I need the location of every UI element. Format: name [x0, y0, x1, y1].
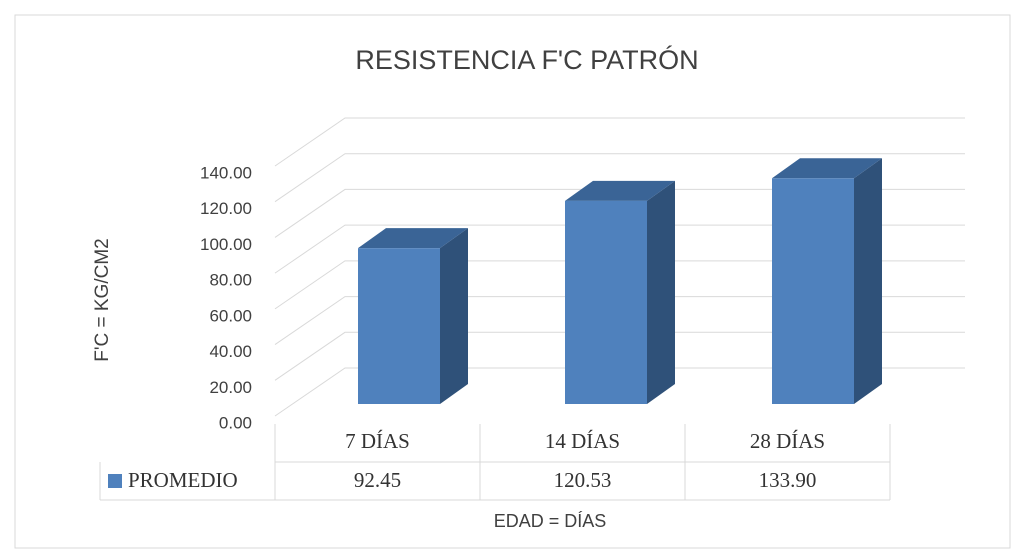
legend-label: PROMEDIO [128, 468, 238, 492]
bar-top [565, 180, 675, 201]
y-axis-label: F'C = KG/CM2 [92, 238, 113, 361]
y-tick-label: 140.00 [200, 163, 252, 182]
bar-side [854, 158, 882, 404]
data-label: 120.53 [554, 468, 612, 492]
bar-side [440, 228, 468, 404]
bar [565, 200, 647, 404]
y-tick-label: 40.00 [209, 342, 252, 361]
data-label: 133.90 [759, 468, 817, 492]
grid-line [274, 153, 965, 203]
grid-line [274, 188, 965, 238]
bar-top [772, 158, 882, 179]
grid-line [274, 331, 965, 381]
y-tick-label: 60.00 [209, 306, 252, 325]
legend-key [108, 474, 122, 488]
x-tick-label: 14 DÍAS [545, 429, 620, 453]
y-tick-label: 100.00 [200, 235, 252, 254]
data-label: 92.45 [354, 468, 401, 492]
x-tick-label: 7 DÍAS [345, 429, 410, 453]
chart-title: RESISTENCIA F'C PATRÓN [355, 44, 698, 75]
bar-top [358, 228, 468, 249]
y-tick-label: 0.00 [219, 413, 252, 432]
grid-line [274, 117, 965, 167]
grid-line [274, 260, 965, 310]
y-tick-label: 80.00 [209, 271, 252, 290]
x-axis-label: EDAD = DÍAS [494, 511, 607, 531]
grid-line [274, 224, 965, 274]
bar [772, 178, 854, 404]
grid-line [274, 367, 965, 417]
y-tick-label: 120.00 [200, 199, 252, 218]
y-tick-label: 20.00 [209, 378, 252, 397]
bar [358, 248, 440, 404]
bar-side [647, 180, 675, 404]
x-tick-label: 28 DÍAS [750, 429, 825, 453]
grid-line [274, 296, 965, 345]
